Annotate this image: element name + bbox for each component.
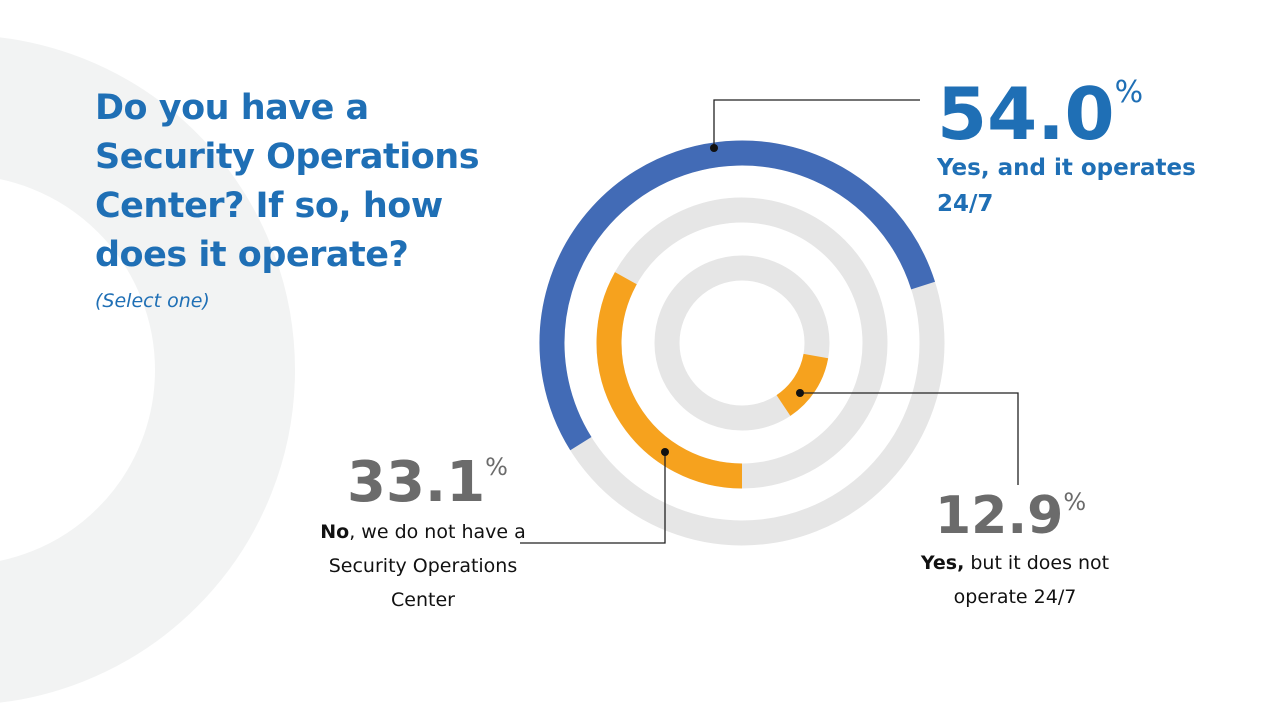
arc-bar xyxy=(539,140,936,451)
callout-dot xyxy=(796,389,804,397)
value-label: 54.0% xyxy=(937,75,1144,151)
callout-dot xyxy=(661,448,669,456)
callout-dot xyxy=(710,144,718,152)
callout-line xyxy=(520,452,666,544)
value-label-number: 54.0 xyxy=(937,72,1115,156)
value-unit: % xyxy=(1114,75,1144,110)
callout-line xyxy=(800,392,1019,485)
value-unit: % xyxy=(1063,488,1087,516)
value-label-number: 33.1 xyxy=(347,450,486,515)
category-label-part: Yes, and it operates 24/7 xyxy=(937,155,1196,217)
value-label-number: 12.9 xyxy=(935,486,1064,546)
arc-bar xyxy=(776,353,829,416)
background-decoration xyxy=(0,37,295,703)
category-label-part: , we do not have a Security Operations C… xyxy=(328,521,526,611)
callout-line xyxy=(713,99,920,148)
category-label: No, we do not have a Security Operations… xyxy=(313,515,533,617)
category-label-part: but it does not operate 24/7 xyxy=(953,552,1110,608)
value-unit: % xyxy=(485,453,508,481)
track xyxy=(654,255,830,431)
arc-bar xyxy=(596,272,743,489)
category-label: Yes, and it operates 24/7 xyxy=(937,150,1197,222)
category-label-part: Yes, xyxy=(920,552,965,574)
value-label: 12.9% xyxy=(935,490,1086,542)
chart-subtitle: (Select one) xyxy=(95,290,210,312)
category-label: Yes, but it does not operate 24/7 xyxy=(895,546,1135,614)
category-label-part: No xyxy=(320,521,350,543)
rings xyxy=(520,99,1019,546)
chart-title: Do you have a Security Operations Center… xyxy=(95,88,480,275)
value-label: 33.1% xyxy=(347,455,508,511)
